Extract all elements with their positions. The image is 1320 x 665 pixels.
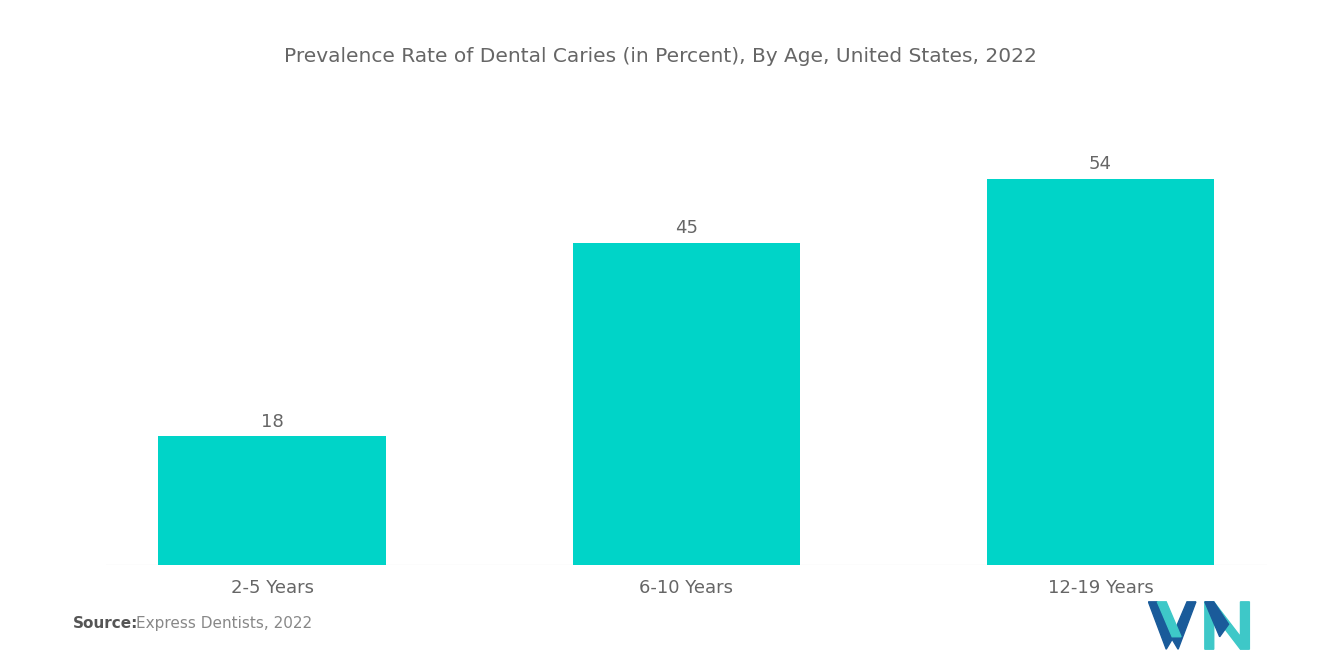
Bar	[158, 436, 387, 565]
Text: 18: 18	[261, 412, 284, 431]
Bar	[986, 178, 1214, 565]
Text: Express Dentists, 2022: Express Dentists, 2022	[136, 616, 312, 632]
Polygon shape	[1205, 602, 1229, 637]
Text: Source:: Source:	[73, 616, 139, 632]
Polygon shape	[1148, 602, 1196, 649]
Bar	[573, 243, 800, 565]
Text: 54: 54	[1089, 155, 1111, 173]
Text: 45: 45	[675, 219, 698, 237]
Polygon shape	[1205, 602, 1250, 649]
Polygon shape	[1158, 602, 1181, 637]
Text: Prevalence Rate of Dental Caries (in Percent), By Age, United States, 2022: Prevalence Rate of Dental Caries (in Per…	[284, 47, 1036, 66]
